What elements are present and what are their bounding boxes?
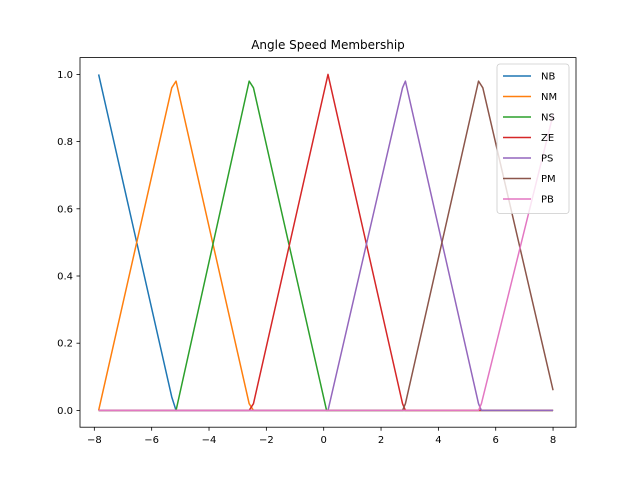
legend-label-ns: NS — [541, 113, 555, 124]
legend-label-pb: PB — [541, 195, 554, 206]
legend-label-ze: ZE — [541, 133, 554, 144]
x-tick-label: −6 — [144, 435, 159, 446]
legend-label-nb: NB — [541, 72, 555, 83]
y-tick-label: 0.2 — [57, 339, 73, 350]
legend-label-pm: PM — [541, 174, 556, 185]
y-tick-label: 0.6 — [57, 204, 73, 215]
plot-lines — [97, 73, 554, 412]
x-tick-label: −2 — [259, 435, 274, 446]
chart-title: Angle Speed Membership — [251, 38, 405, 52]
y-tick-label: 0.0 — [57, 406, 73, 417]
x-tick-label: −8 — [87, 435, 102, 446]
x-tick-label: 6 — [493, 435, 499, 446]
y-tick-label: 0.8 — [57, 137, 73, 148]
x-tick-label: 4 — [435, 435, 441, 446]
plot-frame — [79, 57, 577, 428]
series-line-pb — [98, 114, 554, 412]
legend-label-ps: PS — [541, 154, 553, 165]
y-tick-label: 0.4 — [57, 272, 73, 283]
x-tick-label: 2 — [378, 435, 384, 446]
legend: NB NM NS ZE PS PM PB — [496, 63, 570, 214]
y-axis: 0.0 0.2 0.4 0.6 0.8 1.0 — [57, 70, 80, 417]
x-tick-label: −4 — [202, 435, 217, 446]
x-tick-label: 0 — [321, 435, 327, 446]
legend-box — [496, 63, 570, 214]
y-tick-label: 1.0 — [57, 70, 73, 81]
x-axis: −8 −6 −4 −2 0 2 4 6 8 — [87, 427, 556, 446]
x-tick-label: 8 — [550, 435, 556, 446]
legend-label-nm: NM — [541, 92, 557, 103]
